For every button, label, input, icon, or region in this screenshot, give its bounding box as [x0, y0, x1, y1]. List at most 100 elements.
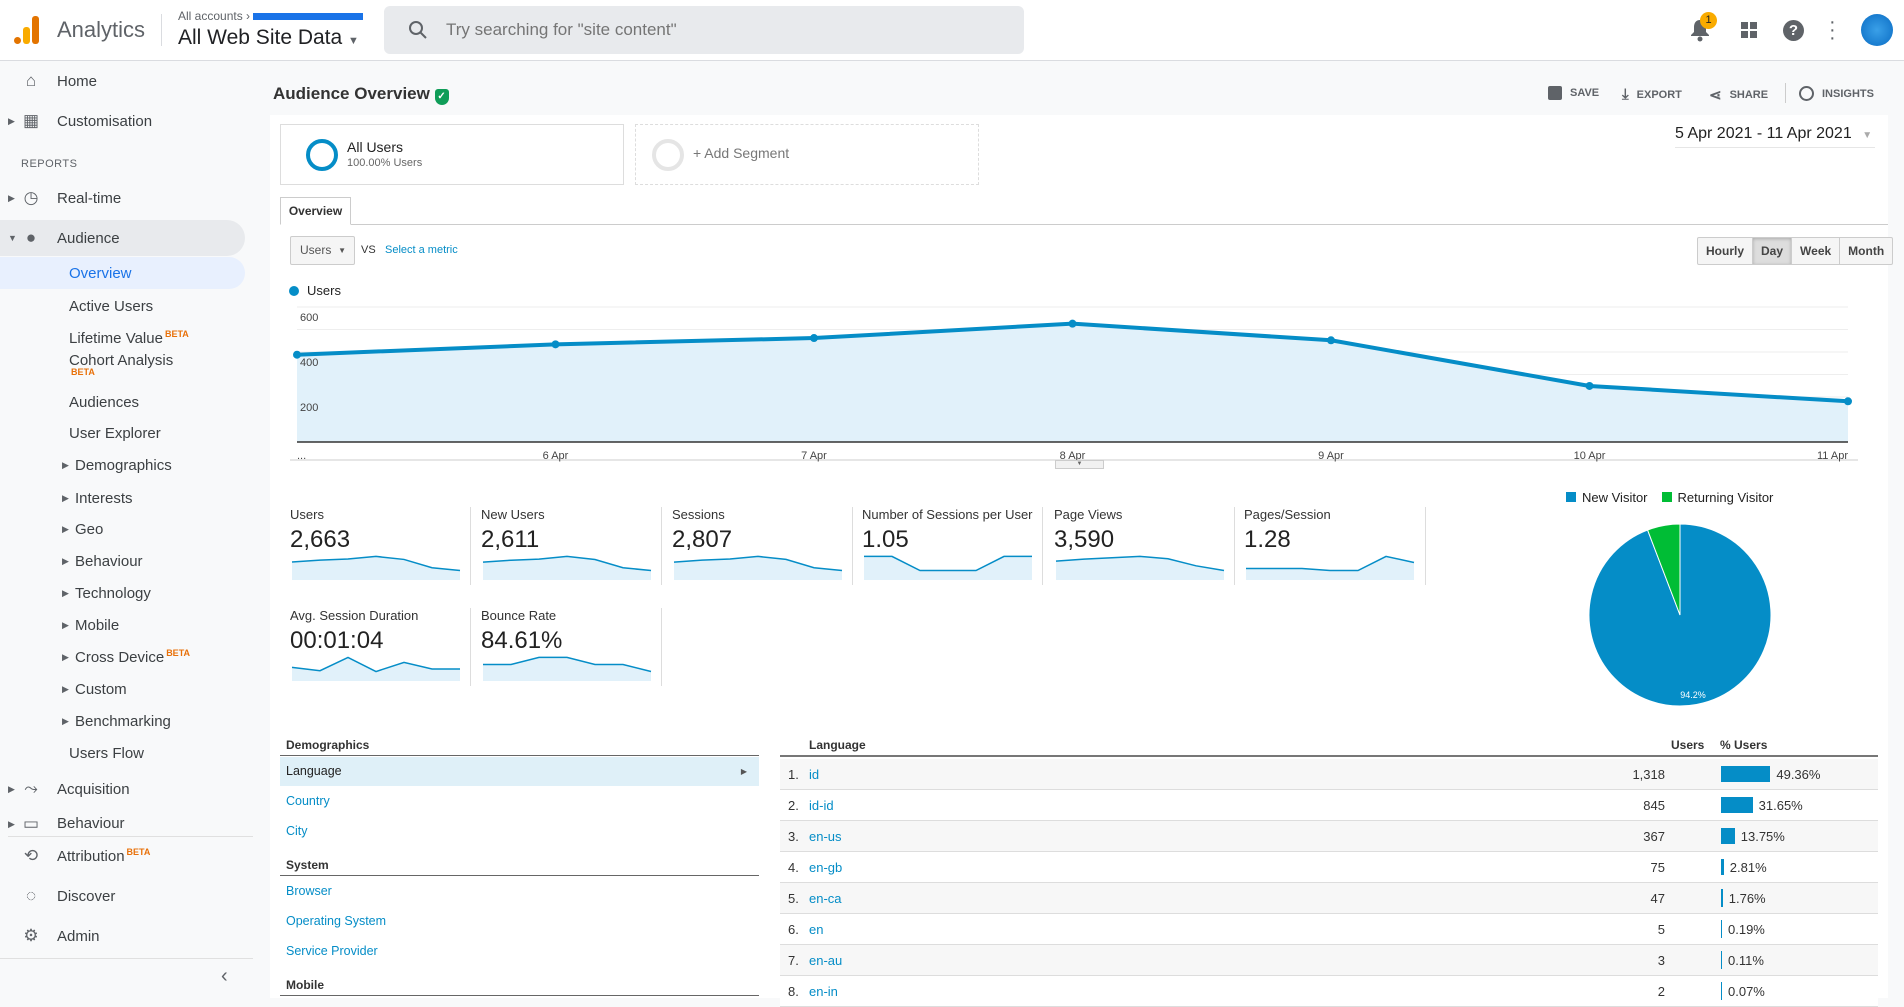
sidebar-item-behaviour-sub[interactable]: ▶ Behaviour — [62, 552, 143, 570]
percent-bar — [1721, 889, 1723, 907]
behaviour-icon: ▭ — [22, 814, 40, 833]
more-vert-icon[interactable]: · · · — [1829, 11, 1836, 49]
dimension-link-city[interactable]: City — [286, 824, 308, 838]
dimension-link-language[interactable]: Language ▶ — [280, 757, 759, 786]
sidebar-item-technology[interactable]: ▶ Technology — [62, 584, 151, 602]
insights-button[interactable]: INSIGHTS — [1799, 86, 1874, 101]
metric-new-users[interactable]: New Users 2,611 — [481, 507, 661, 587]
language-link[interactable]: id — [809, 766, 820, 782]
sidebar-item-acquisition[interactable]: ▶ ⤳ Acquisition — [8, 779, 130, 798]
data-point[interactable] — [810, 334, 818, 343]
sparkline-fill — [292, 556, 460, 580]
apps-grid-icon[interactable] — [1741, 22, 1757, 38]
language-link[interactable]: en-in — [809, 983, 838, 999]
collapse-icon: ▼ — [8, 233, 17, 243]
month-button[interactable]: Month — [1848, 244, 1885, 258]
sidebar-item-users-flow[interactable]: Users Flow — [69, 744, 145, 762]
sidebar-item-discover[interactable]: ◌ Discover — [0, 878, 245, 914]
metric-avg-session-duration[interactable]: Avg. Session Duration 00:01:04 — [290, 608, 470, 688]
breadcrumb-root[interactable]: All accounts — [178, 9, 243, 23]
sidebar-item-cohort-analysis[interactable]: Cohort Analysis BETA — [69, 351, 174, 378]
sidebar-item-audiences[interactable]: Audiences — [69, 393, 140, 411]
data-point[interactable] — [1844, 397, 1852, 406]
expand-icon: ▶ — [8, 192, 15, 203]
language-link[interactable]: en — [809, 921, 824, 937]
view-selector[interactable]: All Web Site Data ▼ — [178, 26, 359, 50]
chart-resize-handle[interactable]: ▼ — [1055, 460, 1104, 469]
day-button[interactable]: Day — [1753, 238, 1793, 264]
sidebar-item-lifetime-value[interactable]: Lifetime Value BETA — [69, 329, 189, 347]
x-tick-label: 10 Apr — [1574, 450, 1606, 462]
breadcrumb[interactable]: All accounts › — [178, 9, 364, 23]
data-point[interactable] — [1327, 336, 1335, 345]
language-link[interactable]: id-id — [809, 797, 834, 813]
metric-number-of-sessions-per-user[interactable]: Number of Sessions per User 1.05 — [862, 507, 1042, 587]
tab-line — [280, 224, 1888, 225]
sidebar-item-user-explorer[interactable]: User Explorer — [69, 424, 161, 442]
sidebar-item-attribution[interactable]: ⟲ Attribution BETA — [0, 838, 245, 874]
app-name: Analytics — [57, 17, 146, 42]
sidebar-item-realtime[interactable]: ▶ ◷ Real-time — [8, 188, 122, 207]
metric-sessions[interactable]: Sessions 2,807 — [672, 507, 852, 587]
language-link[interactable]: en-ca — [809, 890, 842, 906]
search-input[interactable] — [446, 16, 1006, 44]
metric-value: 3,590 — [1054, 526, 1115, 553]
metric-label: New Users — [481, 507, 545, 522]
select-metric-link[interactable]: Select a metric — [385, 244, 458, 256]
sidebar-item-admin[interactable]: ⚙ Admin — [0, 918, 245, 954]
row-rank: 6. — [788, 921, 799, 937]
sidebar-item-benchmarking[interactable]: ▶ Benchmarking — [62, 712, 171, 730]
acquisition-icon: ⤳ — [24, 779, 38, 798]
notifications-button[interactable]: 1 — [1689, 12, 1717, 42]
sidebar-item-cross-device[interactable]: ▶ Cross Device BETA — [62, 648, 191, 666]
add-segment-button[interactable]: + Add Segment — [635, 124, 979, 185]
sparkline — [482, 555, 652, 580]
save-button[interactable]: SAVE — [1548, 86, 1599, 100]
data-point[interactable] — [551, 340, 560, 349]
language-link[interactable]: en-au — [809, 952, 843, 968]
sparkline-line — [864, 555, 1032, 572]
collapse-sidebar-icon[interactable]: ‹ — [221, 965, 228, 987]
metric-users[interactable]: Users 2,663 — [290, 507, 470, 587]
sidebar-item-customisation[interactable]: ▶ ▦ Customisation — [8, 111, 153, 130]
metric-page-views[interactable]: Page Views 3,590 — [1054, 507, 1234, 587]
dimension-link-browser[interactable]: Browser — [286, 884, 332, 898]
sidebar-item-active-users[interactable]: Active Users — [69, 297, 154, 315]
sidebar-item-overview[interactable]: Overview — [0, 257, 245, 289]
sidebar-item-interests[interactable]: ▶ Interests — [62, 489, 133, 507]
language-link[interactable]: en-gb — [809, 859, 843, 875]
hourly-button[interactable]: Hourly — [1698, 238, 1754, 264]
sidebar-item-demographics[interactable]: ▶ Demographics — [62, 456, 172, 474]
caret-down-icon: ▼ — [348, 35, 359, 47]
sidebar-item-geo[interactable]: ▶ Geo — [62, 520, 104, 538]
analytics-logo[interactable] — [14, 16, 39, 44]
search-bar[interactable] — [384, 6, 1024, 54]
sidebar-item-custom[interactable]: ▶ Custom — [62, 680, 127, 698]
tab-overview[interactable]: Overview — [280, 197, 351, 225]
metric-bounce-rate[interactable]: Bounce Rate 84.61% — [481, 608, 661, 688]
sidebar-item-mobile[interactable]: ▶ Mobile — [62, 616, 120, 634]
export-button[interactable]: ⤓ EXPORT — [1622, 86, 1682, 103]
sidebar-item-behaviour[interactable]: ▶ ▭ Behaviour — [8, 814, 125, 833]
beta-badge: BETA — [164, 329, 189, 339]
divider — [1785, 83, 1786, 103]
pie-slice-returning-visitor[interactable] — [1646, 523, 1681, 616]
share-button[interactable]: ⋖ SHARE — [1709, 87, 1769, 104]
metric-dropdown[interactable]: Users ▼ — [290, 236, 355, 265]
data-point[interactable] — [293, 350, 301, 359]
sidebar-item-home[interactable]: ⌂ Home — [0, 63, 245, 99]
dimension-link-service-provider[interactable]: Service Provider — [286, 944, 378, 958]
metric-pages-session[interactable]: Pages/Session 1.28 — [1244, 507, 1424, 587]
week-button[interactable]: Week — [1792, 238, 1841, 264]
help-icon[interactable]: ? — [1783, 20, 1804, 41]
account-avatar[interactable] — [1861, 14, 1893, 46]
dimension-link-operating-system[interactable]: Operating System — [286, 914, 387, 928]
metric-divider — [470, 507, 471, 585]
segment-all-users[interactable]: All Users 100.00% Users — [280, 124, 624, 185]
dimension-link-country[interactable]: Country — [286, 794, 330, 808]
date-range-picker[interactable]: 5 Apr 2021 - 11 Apr 2021 ▼ — [1675, 125, 1875, 148]
sidebar-item-audience[interactable]: ▼ ● Audience — [0, 220, 245, 256]
language-link[interactable]: en-us — [809, 828, 842, 844]
data-point[interactable] — [1068, 319, 1077, 328]
data-point[interactable] — [1585, 381, 1594, 390]
